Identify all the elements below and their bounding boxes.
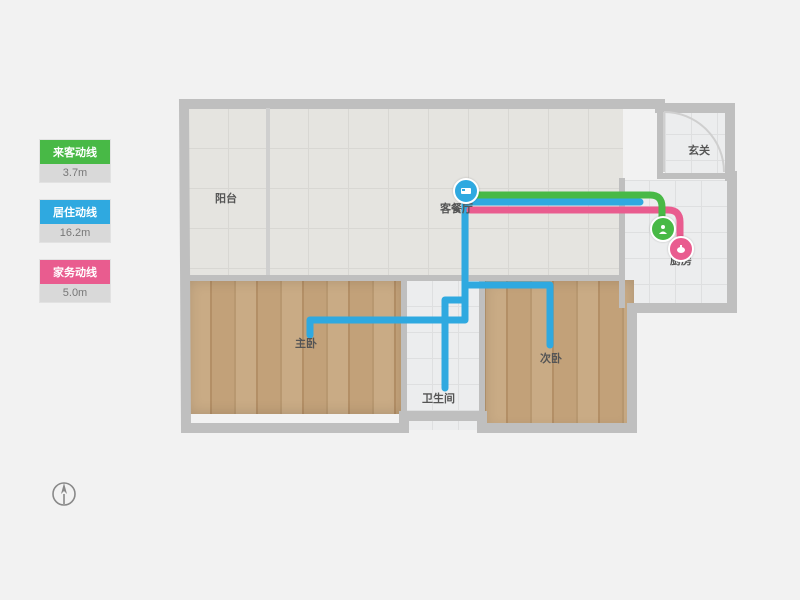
legend-item-house: 家务动线 5.0m xyxy=(40,260,110,302)
legend-panel: 来客动线 3.7m 居住动线 16.2m 家务动线 5.0m xyxy=(40,140,110,320)
legend-value-living: 16.2m xyxy=(40,224,110,242)
legend-title-house: 家务动线 xyxy=(40,260,110,284)
legend-value-house: 5.0m xyxy=(40,284,110,302)
label-second: 次卧 xyxy=(540,350,562,366)
label-master: 主卧 xyxy=(295,335,317,351)
legend-item-guest: 来客动线 3.7m xyxy=(40,140,110,182)
legend-title-guest: 来客动线 xyxy=(40,140,110,164)
node-house-icon xyxy=(668,236,694,262)
legend-title-living: 居住动线 xyxy=(40,200,110,224)
floorplan: 阳台 客餐厅 玄关 厨房 主卧 卫生间 次卧 xyxy=(170,90,750,460)
flow-living-line xyxy=(465,285,550,345)
label-bath: 卫生间 xyxy=(422,390,455,406)
node-living-icon xyxy=(453,178,479,204)
label-balcony: 阳台 xyxy=(215,190,237,206)
flow-house-line xyxy=(470,210,680,238)
flow-lines xyxy=(170,90,750,460)
legend-value-guest: 3.7m xyxy=(40,164,110,182)
compass-icon xyxy=(50,480,78,508)
legend-item-living: 居住动线 16.2m xyxy=(40,200,110,242)
label-entry: 玄关 xyxy=(688,142,710,158)
